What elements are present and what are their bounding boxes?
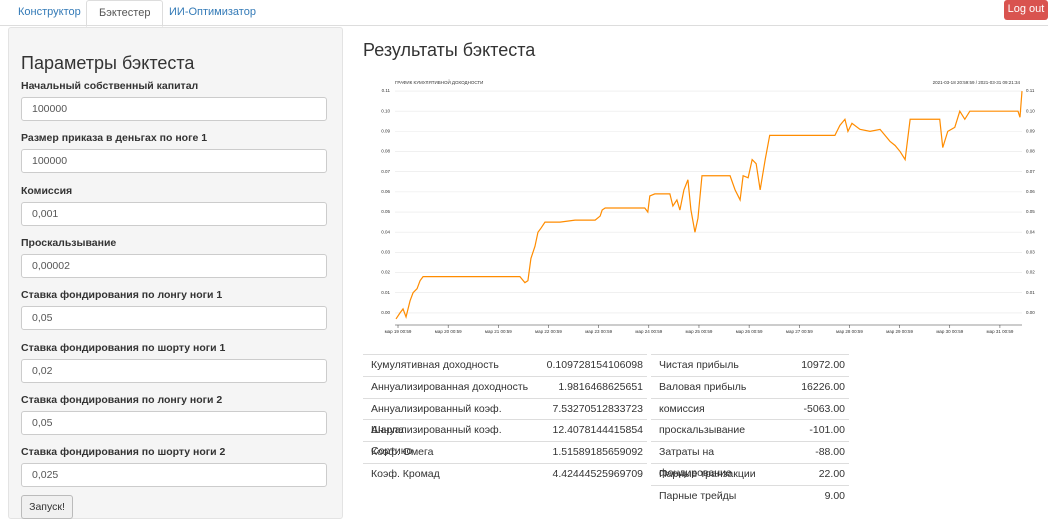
field-label: Проскальзывание: [21, 236, 117, 249]
x-tick-label: мар 20 00:59: [435, 329, 462, 334]
metric-value: -88.00: [779, 441, 849, 463]
metric-value: 10972.00: [779, 354, 849, 376]
x-tick-label: мар 26 00:59: [736, 329, 763, 334]
metric-label: проскальзывание: [651, 419, 779, 441]
y-tick-label: 0.05: [381, 209, 390, 214]
y2-tick-label: 0.06: [1026, 189, 1035, 194]
y-tick-label: 0.01: [381, 290, 390, 295]
metric-value: -101.00: [779, 419, 849, 441]
y2-tick-label: 0.09: [1026, 129, 1035, 134]
tab[interactable]: Конструктор: [18, 6, 81, 18]
field-input[interactable]: 100000: [21, 97, 327, 121]
x-tick-label: мар 27 00:59: [786, 329, 813, 334]
nav-border: [0, 25, 1048, 26]
y-tick-label: 0.10: [381, 108, 390, 113]
metric-value: 1.51589185659092: [531, 441, 647, 463]
field-label: Размер приказа в деньгах по ноге 1: [21, 132, 208, 145]
field-label: Ставка фондирования по лонгу ноги 1: [21, 289, 223, 302]
line-series: [395, 90, 1023, 320]
x-tick-label: мар 30 00:59: [936, 329, 963, 334]
field-input[interactable]: 0,05: [21, 410, 327, 435]
y2-tick-label: 0.04: [1026, 229, 1035, 234]
y-tick-label: 0.07: [381, 169, 390, 174]
field-label: Ставка фондирования по шорту ноги 1: [21, 341, 226, 354]
field-input[interactable]: 0,05: [21, 306, 327, 331]
metric-value: 7.53270512833723: [531, 397, 647, 420]
metric-label: Парные транзакции: [651, 463, 779, 485]
x-tick-label: мар 31 00:59: [986, 329, 1013, 334]
metric-label: Затраты на фондирование: [651, 441, 779, 479]
y-tick-label: 0.04: [381, 229, 390, 234]
y-tick-label: 0.02: [381, 270, 390, 275]
chart-title: ГРАФИК КУМУЛЯТИВНОЙ ДОХОДНОСТИ: [395, 78, 483, 85]
metric-value: 9.00: [779, 484, 849, 507]
x-tick-label: мар 28 00:59: [836, 329, 863, 334]
chart-subtitle: 2021-03-18 20:59:59 / 2021-03-31 09:21:3…: [933, 80, 1021, 85]
x-tick-label: мар 24 00:59: [635, 329, 662, 334]
field-input[interactable]: 0,02: [21, 358, 327, 383]
field-input[interactable]: 100000: [21, 149, 327, 174]
y2-tick-label: 0.02: [1026, 270, 1035, 275]
x-tick-label: мар 23 00:59: [585, 329, 612, 334]
y2-tick-label: 0.10: [1026, 108, 1035, 113]
y2-tick-label: 0.07: [1026, 169, 1035, 174]
metric-value: -5063.00: [779, 397, 849, 420]
metric-label: Парные трейды: [651, 484, 779, 507]
y2-tick-label: 0.11: [1026, 88, 1035, 93]
metric-label: Аннуализированный коэф. Шарпа: [363, 397, 531, 436]
run-button[interactable]: Запуск!: [21, 495, 73, 519]
field-label: Комиссия: [21, 184, 73, 197]
metric-label: Аннуализированный коэф. Сортино: [363, 419, 531, 457]
results-title: Результаты бэктеста: [363, 40, 536, 60]
x-tick-label: мар 29 00:59: [886, 329, 913, 334]
metric-label: Чистая прибыль: [651, 354, 779, 376]
metric-label: Коэф. Кромад: [363, 463, 531, 485]
y-tick-label: 0.06: [381, 189, 390, 194]
metric-label: Валовая прибыль: [651, 375, 779, 398]
y-tick-label: 0.09: [381, 129, 390, 134]
metric-value: 1.9816468625651: [531, 375, 647, 398]
tab-active[interactable]: Бэктестер: [86, 0, 164, 27]
y-tick-label: 0.00: [381, 310, 390, 315]
x-tick-label: мар 25 00:59: [686, 329, 713, 334]
y2-tick-label: 0.05: [1026, 209, 1035, 214]
metric-value: 4.42444525969709: [531, 463, 647, 485]
metric-value: 12.4078144415854: [531, 419, 647, 441]
y2-tick-label: 0.01: [1026, 290, 1035, 295]
y2-tick-label: 0.03: [1026, 250, 1035, 255]
tab[interactable]: ИИ-Оптимизатор: [169, 6, 256, 18]
metric-value: 0.109728154106098: [531, 354, 647, 376]
field-input[interactable]: 0,025: [21, 463, 327, 488]
metric-label: Аннуализированная доходность: [363, 375, 531, 398]
metric-value: 16226.00: [779, 375, 849, 398]
x-tick-label: мар 22 00:59: [535, 329, 562, 334]
logout-button[interactable]: Log out: [1004, 0, 1048, 20]
y2-tick-label: 0.00: [1026, 310, 1035, 315]
y-tick-label: 0.11: [382, 88, 391, 93]
field-label: Ставка фондирования по лонгу ноги 2: [21, 393, 223, 406]
metric-label: Коэф. Омега: [363, 441, 531, 463]
y-tick-label: 0.08: [381, 149, 390, 154]
metric-label: комиссия: [651, 397, 779, 420]
metric-value: 22.00: [779, 463, 849, 485]
chart: ГРАФИК КУМУЛЯТИВНОЙ ДОХОДНОСТИ 2021-03-1…: [381, 78, 1035, 334]
x-tick-label: мар 19 00:59: [385, 329, 412, 334]
field-label: Ставка фондирования по шорту ноги 2: [21, 446, 226, 459]
field-input[interactable]: 0,00002: [21, 253, 327, 278]
field-label: Начальный собственный капитал: [21, 80, 199, 92]
metric-label: Кумулятивная доходность: [363, 354, 531, 376]
y-tick-label: 0.03: [381, 250, 390, 255]
params-title: Параметры бэктеста: [21, 53, 195, 73]
x-tick-label: мар 21 00:59: [485, 329, 512, 334]
y2-tick-label: 0.08: [1026, 149, 1035, 154]
field-input[interactable]: 0,001: [21, 201, 327, 226]
